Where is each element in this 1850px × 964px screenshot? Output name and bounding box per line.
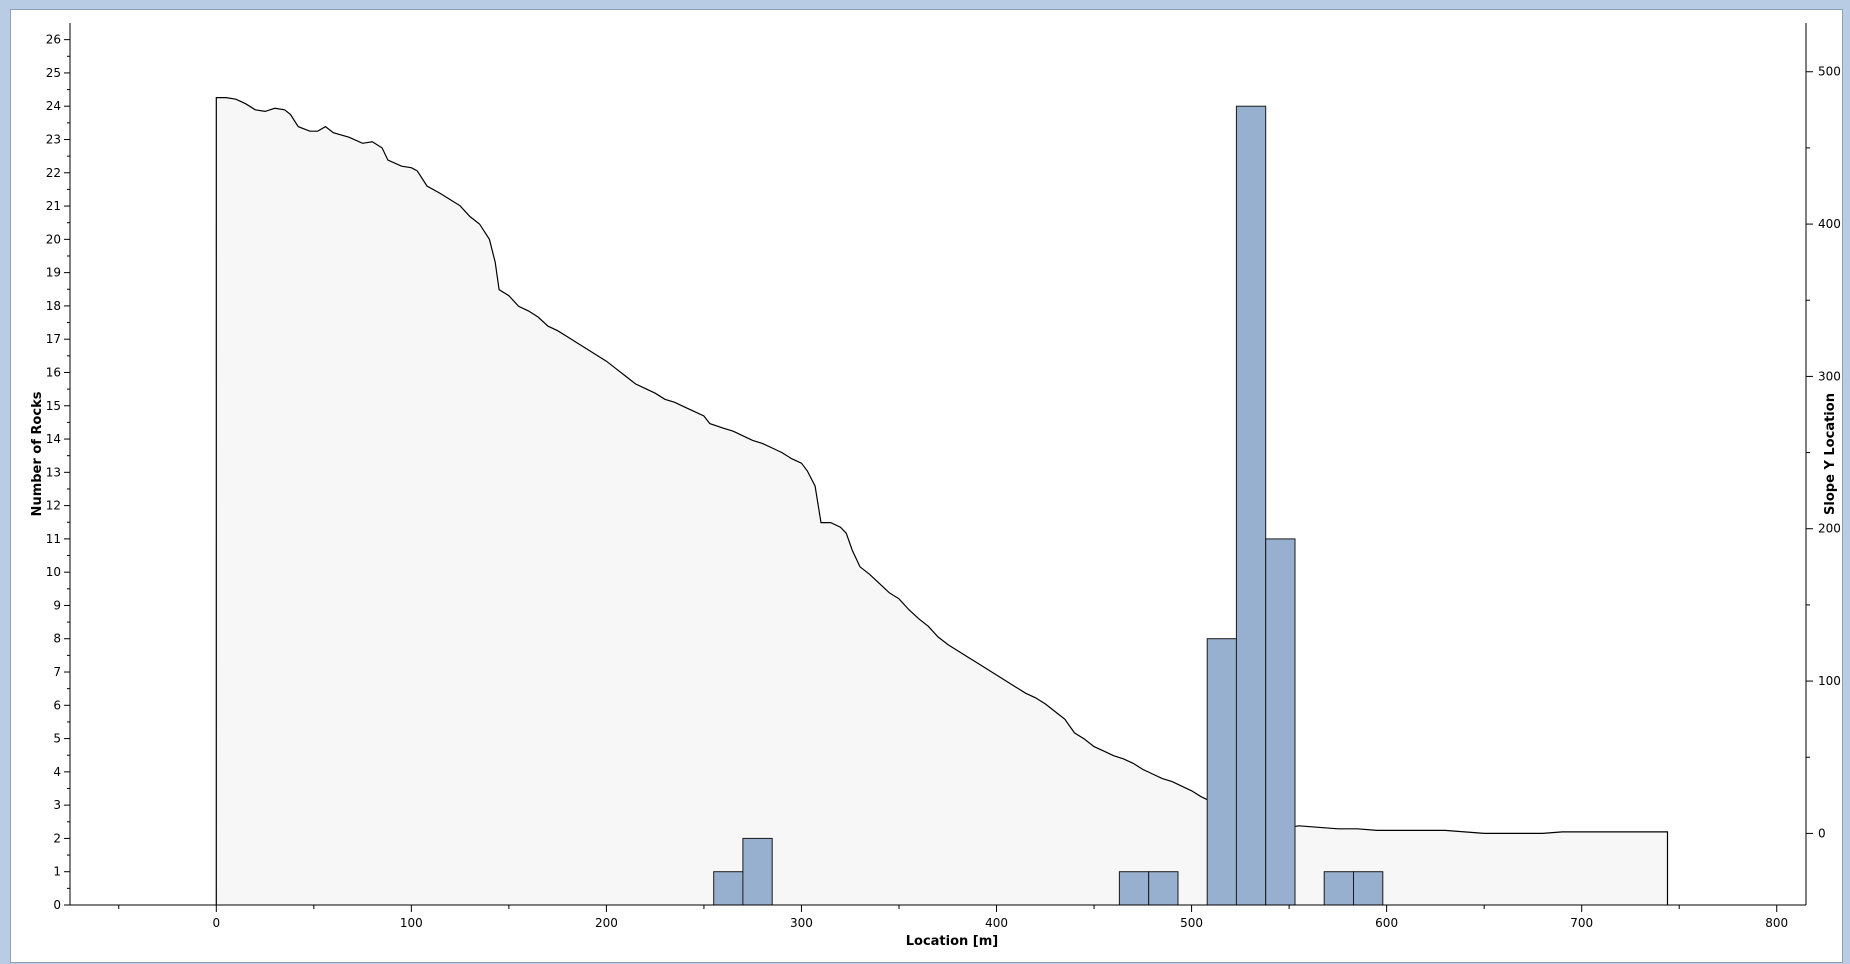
bar-0 bbox=[713, 871, 744, 906]
y-tick-label: 6 bbox=[53, 698, 61, 712]
x-tick-label: 500 bbox=[1180, 916, 1203, 930]
y-tick-label: 16 bbox=[46, 365, 61, 379]
y-tick-label: 26 bbox=[46, 33, 61, 47]
chart-frame: 0 1 2 3 4 5 6 7 8 9 10 11 12 13 14 15 16 17 18 19 20 21 22 23 24… bbox=[10, 9, 1843, 963]
y-tick-label: 15 bbox=[46, 399, 61, 413]
x-tick-label: 600 bbox=[1375, 916, 1398, 930]
bar-4 bbox=[1206, 638, 1237, 906]
y2-tick-label: 400 bbox=[1818, 217, 1841, 231]
slope-profile-layer bbox=[215, 97, 1669, 906]
bar-7 bbox=[1323, 871, 1354, 906]
y-axis-title: Number of Rocks bbox=[30, 391, 45, 516]
y2-tick-label: 500 bbox=[1818, 65, 1841, 79]
y-tick-label: 7 bbox=[53, 665, 61, 679]
y-tick-label: 0 bbox=[53, 898, 61, 912]
y-tick-label: 20 bbox=[46, 232, 61, 246]
y2-tick-label: 100 bbox=[1818, 674, 1841, 688]
axes-layer: 0123456789101112131415161718192021222324… bbox=[46, 23, 1841, 930]
x-tick-label: 700 bbox=[1570, 916, 1593, 930]
y-tick-label: 24 bbox=[46, 99, 61, 113]
y-tick-label: 4 bbox=[53, 765, 61, 779]
y-tick-label: 23 bbox=[46, 132, 61, 146]
bar-8 bbox=[1353, 871, 1384, 906]
x-tick-label: 200 bbox=[595, 916, 618, 930]
x-axis-title: Location [m] bbox=[906, 934, 999, 949]
y-tick-label: 5 bbox=[53, 732, 61, 746]
y-tick-label: 10 bbox=[46, 565, 61, 579]
bar-6 bbox=[1265, 538, 1296, 906]
y-tick-label: 1 bbox=[53, 865, 61, 879]
y-tick-label: 2 bbox=[53, 831, 61, 845]
x-tick-label: 100 bbox=[400, 916, 423, 930]
y-tick-label: 9 bbox=[53, 598, 61, 612]
bar-5 bbox=[1235, 105, 1267, 906]
y-tick-label: 22 bbox=[46, 166, 61, 180]
y-tick-label: 21 bbox=[46, 199, 61, 213]
y2-tick-label: 300 bbox=[1818, 369, 1841, 383]
bar-chart-with-slope-profile: 0123456789101112131415161718192021222324… bbox=[30, 23, 1841, 949]
x-tick-label: 400 bbox=[985, 916, 1008, 930]
y-tick-label: 12 bbox=[46, 499, 61, 513]
x-tick-label: 300 bbox=[790, 916, 813, 930]
slope-area bbox=[216, 97, 1668, 906]
bar-3 bbox=[1148, 871, 1179, 906]
y2-tick-label: 0 bbox=[1818, 826, 1826, 840]
y2-axis-title: Slope Y Location bbox=[1823, 393, 1838, 515]
y-tick-label: 8 bbox=[53, 632, 61, 646]
y-tick-label: 13 bbox=[46, 465, 61, 479]
y-tick-label: 18 bbox=[46, 299, 61, 313]
y-tick-label: 17 bbox=[46, 332, 61, 346]
y2-tick-label: 200 bbox=[1818, 522, 1841, 536]
y-tick-label: 3 bbox=[53, 798, 61, 812]
x-tick-label: 800 bbox=[1765, 916, 1788, 930]
y-tick-label: 25 bbox=[46, 66, 61, 80]
bar-2 bbox=[1118, 871, 1150, 906]
y-tick-label: 11 bbox=[46, 532, 61, 546]
x-tick-label: 0 bbox=[212, 916, 220, 930]
bar-1 bbox=[742, 837, 773, 906]
y-tick-label: 19 bbox=[46, 266, 61, 280]
bars-layer bbox=[713, 105, 1384, 906]
y-tick-label: 14 bbox=[46, 432, 61, 446]
